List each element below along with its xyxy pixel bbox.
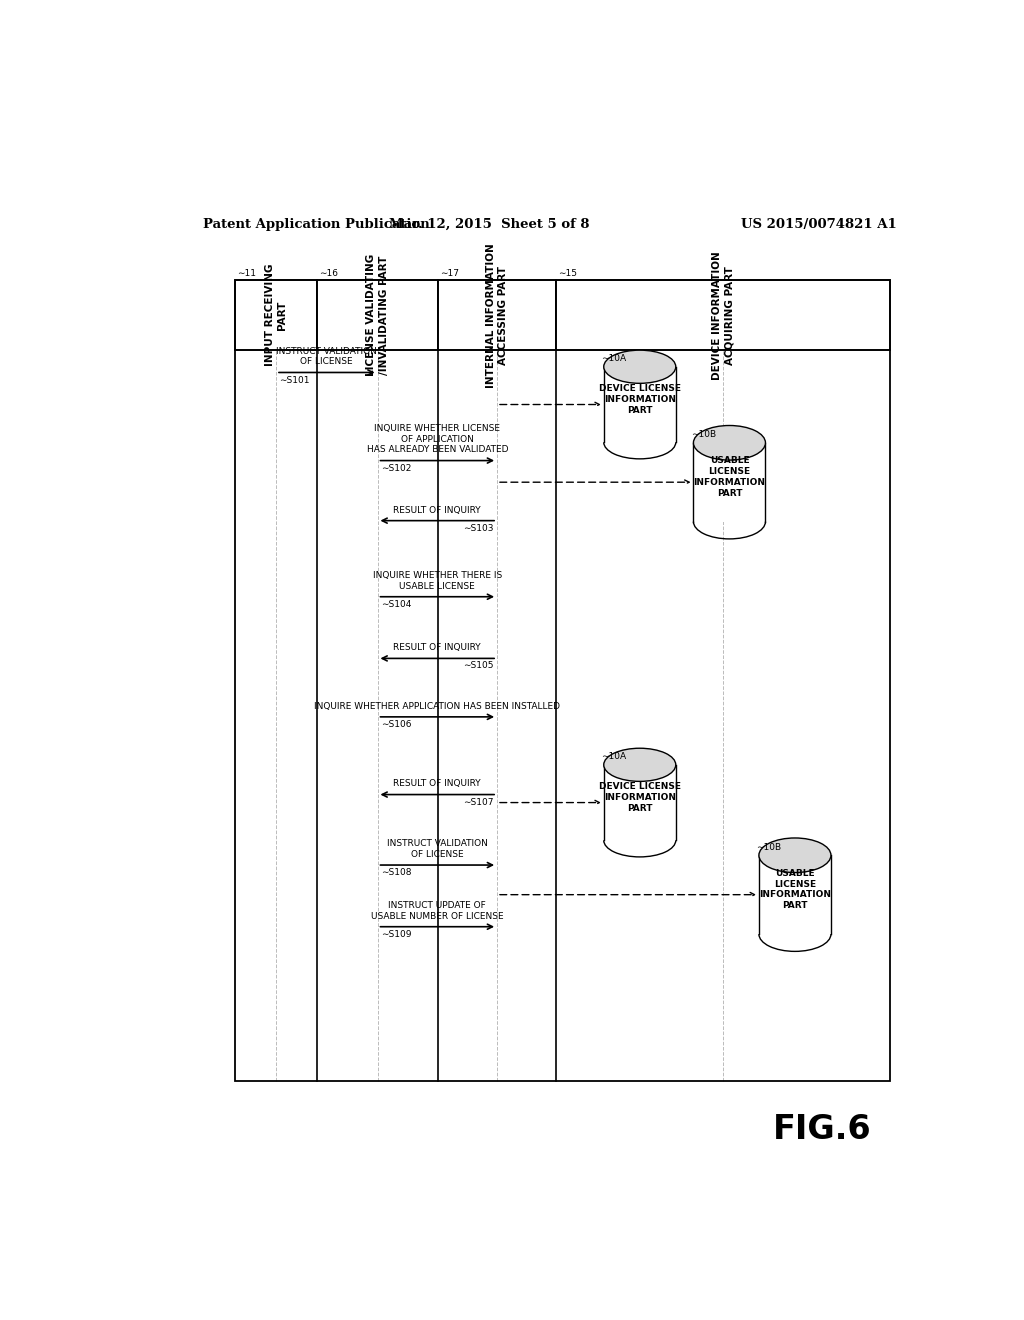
Bar (604, 764, 676, 841)
Text: ∼S104: ∼S104 (381, 599, 411, 609)
Text: INQUIRE WHETHER LICENSE
OF APPLICATION
HAS ALREADY BEEN VALIDATED: INQUIRE WHETHER LICENSE OF APPLICATION H… (367, 424, 508, 454)
Text: INQUIRE WHETHER THERE IS
USABLE LICENSE: INQUIRE WHETHER THERE IS USABLE LICENSE (373, 570, 502, 590)
Text: ∼S107: ∼S107 (463, 797, 494, 807)
Bar (236, 280, 890, 1081)
Text: ∼S101: ∼S101 (280, 375, 309, 384)
Text: RESULT OF INQUIRY: RESULT OF INQUIRY (393, 780, 481, 788)
Text: ∼11: ∼11 (238, 269, 257, 279)
Bar (236, 280, 317, 350)
Text: RESULT OF INQUIRY: RESULT OF INQUIRY (393, 506, 481, 515)
Text: ∼17: ∼17 (440, 269, 460, 279)
Text: DEVICE LICENSE
INFORMATION
PART: DEVICE LICENSE INFORMATION PART (599, 783, 681, 813)
Ellipse shape (759, 838, 830, 873)
Text: DEVICE INFORMATION
ACQUIRING PART: DEVICE INFORMATION ACQUIRING PART (712, 251, 734, 380)
Ellipse shape (604, 748, 676, 781)
Text: ∼10B: ∼10B (691, 430, 716, 440)
Text: INTERNAL INFORMATION
ACCESSING PART: INTERNAL INFORMATION ACCESSING PART (485, 243, 508, 388)
Text: ∼S106: ∼S106 (381, 719, 412, 729)
Bar (438, 280, 556, 350)
Bar (317, 280, 438, 350)
Text: INSTRUCT UPDATE OF
USABLE NUMBER OF LICENSE: INSTRUCT UPDATE OF USABLE NUMBER OF LICE… (371, 900, 504, 920)
Text: US 2015/0074821 A1: US 2015/0074821 A1 (740, 218, 896, 231)
Text: INPUT RECEIVING
PART: INPUT RECEIVING PART (265, 264, 288, 367)
Text: RESULT OF INQUIRY: RESULT OF INQUIRY (393, 643, 481, 652)
Text: ∼10A: ∼10A (601, 752, 627, 762)
Bar (759, 855, 830, 935)
Text: ∼16: ∼16 (319, 269, 338, 279)
Text: ∼15: ∼15 (558, 269, 578, 279)
Text: LICENSE VALIDATING
/INVALIDATING PART: LICENSE VALIDATING /INVALIDATING PART (367, 253, 389, 376)
Bar (556, 280, 890, 350)
Text: INSTRUCT VALIDATION
OF LICENSE: INSTRUCT VALIDATION OF LICENSE (276, 347, 377, 367)
Ellipse shape (693, 425, 766, 461)
Text: ∼S103: ∼S103 (463, 524, 494, 533)
Text: Mar. 12, 2015  Sheet 5 of 8: Mar. 12, 2015 Sheet 5 of 8 (389, 218, 590, 231)
Text: ∼10B: ∼10B (757, 842, 781, 851)
Text: FIG.6: FIG.6 (773, 1113, 871, 1146)
Text: ∼S102: ∼S102 (381, 463, 411, 473)
Text: ∼S108: ∼S108 (381, 869, 412, 876)
Text: USABLE
LICENSE
INFORMATION
PART: USABLE LICENSE INFORMATION PART (693, 457, 766, 498)
Text: ∼10A: ∼10A (601, 355, 627, 363)
Bar (604, 367, 676, 442)
Text: ∼S105: ∼S105 (463, 661, 494, 671)
Text: Patent Application Publication: Patent Application Publication (204, 218, 430, 231)
Text: ∼S109: ∼S109 (381, 929, 412, 939)
Text: USABLE
LICENSE
INFORMATION
PART: USABLE LICENSE INFORMATION PART (759, 869, 830, 909)
Bar (693, 442, 766, 521)
Text: DEVICE LICENSE
INFORMATION
PART: DEVICE LICENSE INFORMATION PART (599, 384, 681, 414)
Text: INQUIRE WHETHER APPLICATION HAS BEEN INSTALLED: INQUIRE WHETHER APPLICATION HAS BEEN INS… (314, 702, 560, 710)
Text: INSTRUCT VALIDATION
OF LICENSE: INSTRUCT VALIDATION OF LICENSE (387, 840, 487, 859)
Ellipse shape (604, 350, 676, 383)
